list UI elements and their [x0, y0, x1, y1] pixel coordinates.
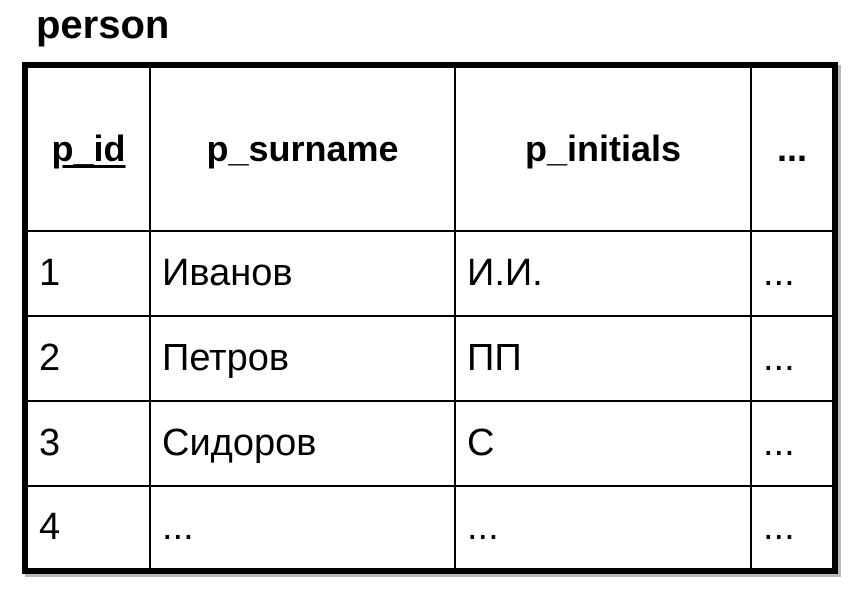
cell-p-initials: И.И.	[454, 230, 752, 317]
table-row: 1 Иванов И.И. ...	[24, 230, 836, 317]
cell-p-surname: ...	[149, 485, 456, 572]
header-row: p_id p_surname p_initials ...	[24, 64, 836, 232]
cell-p-initials: ПП	[454, 315, 752, 402]
table-row: 3 Сидоров С ...	[24, 400, 836, 487]
cell-p-surname: Петров	[149, 315, 456, 402]
person-table: p_id p_surname p_initials ... 1 Иванов И…	[22, 62, 838, 574]
cell-p-id: 2	[24, 315, 151, 402]
cell-p-surname: Иванов	[149, 230, 456, 317]
table-row: 4 ... ... ...	[24, 485, 836, 572]
cell-ellipsis: ...	[750, 315, 836, 402]
cell-p-surname: Сидоров	[149, 400, 456, 487]
column-header-ellipsis: ...	[750, 64, 836, 232]
cell-ellipsis: ...	[750, 485, 836, 572]
cell-p-id: 4	[24, 485, 151, 572]
table-title: person	[36, 3, 170, 47]
cell-p-initials: С	[454, 400, 752, 487]
cell-p-initials: ...	[454, 485, 752, 572]
column-header-p-initials: p_initials	[454, 64, 752, 232]
primary-key-label: p_id	[51, 128, 126, 169]
cell-ellipsis: ...	[750, 400, 836, 487]
cell-ellipsis: ...	[750, 230, 836, 317]
column-header-p-id: p_id	[24, 64, 151, 232]
cell-p-id: 1	[24, 230, 151, 317]
cell-p-id: 3	[24, 400, 151, 487]
table-row: 2 Петров ПП ...	[24, 315, 836, 402]
column-header-p-surname: p_surname	[149, 64, 456, 232]
